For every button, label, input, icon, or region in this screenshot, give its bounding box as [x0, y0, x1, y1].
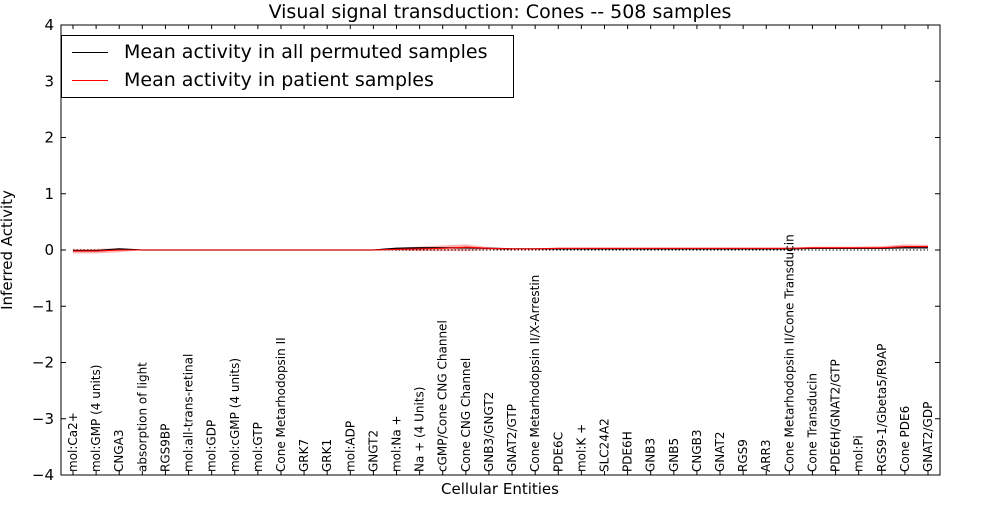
- legend-swatch-patient: [72, 80, 108, 81]
- x-tick-label: Cone Metarhodopsin II: [274, 337, 288, 472]
- y-tick-label: −4: [32, 466, 54, 484]
- x-tick-label: mol:cGMP (4 units): [228, 358, 242, 472]
- x-tick-label: mol:Pi: [852, 435, 866, 472]
- x-tick-label: mol:K +: [574, 424, 588, 472]
- x-tick-label: SLC24A2: [597, 418, 611, 472]
- x-tick-label: mol:GMP (4 units): [89, 365, 103, 472]
- x-tick-label: CNGB3: [690, 429, 704, 472]
- x-tick-label: PDE6H/GNAT2/GTP: [829, 359, 843, 472]
- x-tick-label: GNAT2: [713, 431, 727, 472]
- x-tick-label: RGS9-1/Gbeta5/R9AP: [875, 344, 889, 472]
- x-tick-label: GNAT2/GDP: [921, 402, 935, 472]
- x-tick-label: RGS9BP: [158, 424, 172, 472]
- y-tick-label: −2: [32, 354, 54, 372]
- y-axis-label: Inferred Activity: [0, 190, 16, 310]
- y-tick-label: 2: [44, 129, 54, 147]
- x-tick-label: GNAT2/GTP: [505, 404, 519, 472]
- x-axis-label: Cellular Entities: [441, 480, 559, 498]
- x-axis-ticks: mol:Ca2+ mol:GMP (4 units) CNGA3 absorption…: [66, 25, 935, 475]
- legend-swatch-permuted: [72, 52, 108, 53]
- x-tick-label: mol:Ca2+: [66, 412, 80, 472]
- legend-label-permuted: Mean activity in all permuted samples: [124, 41, 488, 63]
- x-tick-label: Cone Transducin: [805, 373, 819, 472]
- x-tick-label: GNGT2: [366, 430, 380, 472]
- x-tick-label: Cone PDE6: [898, 406, 912, 472]
- x-tick-label: GNB3: [644, 438, 658, 472]
- x-tick-label: Cone Metarhodopsin II/X-Arrestin: [528, 275, 542, 472]
- x-tick-label: mol:all-trans-retinal: [182, 354, 196, 472]
- chart-title: Visual signal transduction: Cones -- 508…: [269, 1, 732, 23]
- x-tick-label: absorption of light: [135, 362, 149, 472]
- y-tick-label: 4: [44, 16, 54, 34]
- legend-label-patient: Mean activity in patient samples: [124, 69, 434, 91]
- x-tick-label: cGMP/Cone CNG Channel: [436, 320, 450, 472]
- y-tick-label: 0: [44, 241, 54, 259]
- x-tick-label: GRK7: [297, 439, 311, 472]
- y-axis-ticks: 4 3 2 1 0 −1 −2 −3 −4: [32, 16, 940, 484]
- y-tick-label: 1: [44, 185, 54, 203]
- x-tick-label: GNB3/GNGT2: [482, 392, 496, 472]
- x-tick-label: ARR3: [759, 439, 773, 472]
- x-tick-label: mol:ADP: [343, 421, 357, 472]
- x-tick-label: Cone CNG Channel: [459, 358, 473, 472]
- y-tick-label: 3: [44, 72, 54, 90]
- x-tick-label: GNB5: [667, 438, 681, 472]
- y-tick-label: −3: [32, 410, 54, 428]
- x-tick-label: Na + (4 Units): [413, 386, 427, 472]
- y-tick-label: −1: [32, 297, 54, 315]
- x-tick-label: GRK1: [320, 439, 334, 472]
- x-tick-label: RGS9: [736, 439, 750, 472]
- x-tick-label: PDE6H: [621, 431, 635, 472]
- legend: Mean activity in all permuted samples Me…: [61, 35, 514, 98]
- x-tick-label: PDE6C: [551, 432, 565, 472]
- x-tick-label: mol:GDP: [205, 420, 219, 472]
- x-tick-label: mol:GTP: [251, 422, 265, 472]
- x-tick-label: Cone Metarhodopsin II/Cone Transducin: [782, 234, 796, 472]
- x-tick-label: CNGA3: [112, 430, 126, 473]
- series-line-patient: [73, 246, 928, 252]
- series-layer: [73, 246, 928, 252]
- x-tick-label: mol:Na +: [390, 415, 404, 472]
